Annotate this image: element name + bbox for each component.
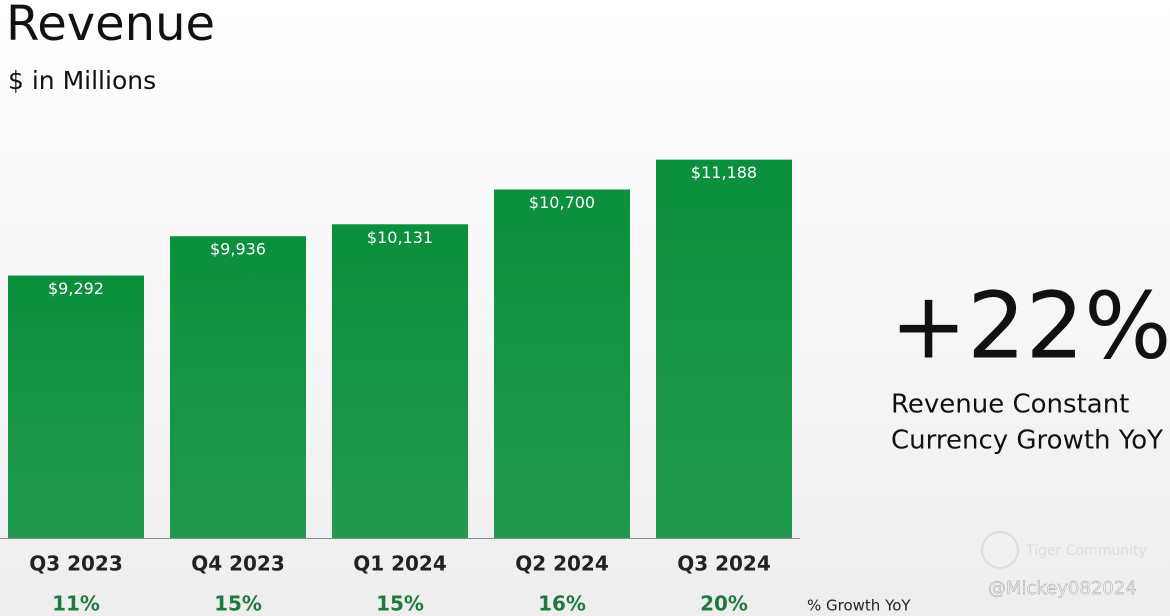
growth-value: 11% — [52, 592, 100, 616]
growth-value: 20% — [700, 592, 748, 616]
watermark: @Mickey082024 — [988, 578, 1137, 599]
growth-value: 15% — [376, 592, 424, 616]
watermark-icon — [981, 531, 1019, 569]
chart-subtitle: $ in Millions — [8, 66, 156, 95]
bar — [494, 189, 630, 538]
x-tick-label: Q3 2024 — [677, 552, 771, 576]
x-tick-label: Q1 2024 — [353, 552, 447, 576]
value-label: $9,292 — [48, 279, 104, 298]
chart-title: Revenue — [6, 0, 215, 52]
bar — [8, 275, 144, 538]
bar — [170, 236, 306, 538]
bar — [332, 224, 468, 538]
x-tick-label: Q4 2023 — [191, 552, 285, 576]
value-label: $9,936 — [210, 240, 266, 259]
x-tick-label: Q3 2023 — [29, 552, 123, 576]
watermark: Tiger Community — [1025, 543, 1147, 559]
growth-label: % Growth YoY — [807, 597, 911, 615]
growth-value: 16% — [538, 592, 586, 616]
annotation-line: Currency Growth YoY — [891, 426, 1163, 456]
x-tick-label: Q2 2024 — [515, 552, 609, 576]
value-label: $10,700 — [529, 193, 595, 212]
value-label: $11,188 — [691, 163, 757, 182]
bar — [656, 159, 792, 538]
headline: +22% — [890, 272, 1170, 379]
growth-value: 15% — [214, 592, 262, 616]
value-label: $10,131 — [367, 228, 433, 247]
annotation-line: Revenue Constant — [891, 390, 1129, 420]
